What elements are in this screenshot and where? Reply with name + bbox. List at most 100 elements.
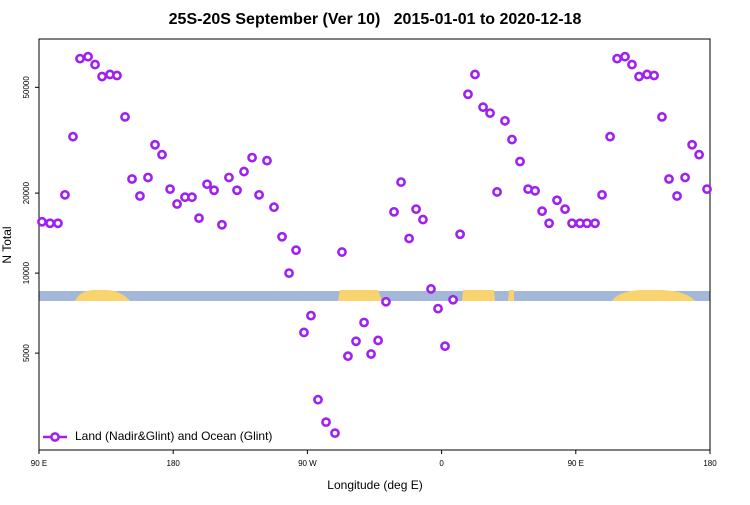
- data-point: [53, 218, 63, 229]
- data-point: [112, 70, 122, 81]
- data-point: [330, 428, 340, 439]
- data-point: [500, 115, 510, 126]
- data-point: [657, 112, 667, 122]
- x-tick-label: 90 E: [31, 459, 47, 468]
- data-point: [702, 184, 712, 195]
- data-point: [582, 218, 592, 229]
- x-tick-label: 90 W: [298, 459, 317, 468]
- data-point: [127, 174, 137, 184]
- data-point: [620, 51, 630, 62]
- data-point: [299, 327, 309, 338]
- data-point: [567, 218, 577, 229]
- data-point: [337, 247, 347, 257]
- y-tick-label: 10000: [22, 261, 31, 284]
- data-point: [75, 53, 85, 64]
- data-point: [232, 185, 242, 196]
- data-point: [187, 192, 197, 203]
- data-point: [418, 214, 428, 225]
- data-point: [37, 216, 47, 227]
- data-point: [485, 108, 495, 118]
- data-point: [351, 336, 361, 347]
- legend-label: Land (Nadir&Glint) and Ocean (Glint): [75, 429, 272, 443]
- data-point: [68, 131, 78, 142]
- x-axis-label: Longitude (deg E): [327, 478, 422, 492]
- data-point: [552, 195, 562, 206]
- data-point: [359, 317, 369, 328]
- data-point: [60, 189, 70, 200]
- data-point: [389, 206, 399, 217]
- chart-title: 25S-20S September (Ver 10) 2015-01-01 to…: [169, 11, 582, 28]
- x-tick-label: 0: [439, 459, 444, 468]
- x-tick-label: 180: [167, 459, 181, 468]
- data-point: [672, 191, 682, 201]
- data-point: [254, 189, 264, 200]
- data-point: [202, 179, 212, 190]
- data-point: [321, 417, 331, 428]
- data-point: [120, 112, 130, 122]
- land-patch: [612, 289, 695, 301]
- data-point: [143, 172, 153, 183]
- data-point: [440, 341, 450, 352]
- data-point: [544, 218, 555, 229]
- legend-marker: [50, 432, 60, 442]
- data-point: [313, 394, 323, 405]
- data-point: [262, 155, 272, 166]
- data-point: [90, 59, 100, 70]
- data-point: [448, 294, 458, 305]
- data-point: [664, 174, 674, 184]
- data-point: [217, 219, 227, 230]
- data-point: [426, 284, 436, 294]
- y-tick-label: 5000: [22, 344, 31, 362]
- y-tick-label: 20000: [22, 181, 31, 204]
- data-point: [597, 189, 607, 200]
- data-point: [411, 204, 422, 215]
- data-point: [649, 70, 659, 81]
- data-point: [605, 131, 615, 142]
- data-point: [470, 69, 480, 80]
- x-tick-label: 180: [703, 459, 717, 468]
- data-point: [680, 172, 690, 183]
- data-point: [515, 156, 525, 167]
- data-point: [269, 202, 279, 213]
- y-tick-label: 50000: [22, 76, 31, 99]
- data-point: [277, 231, 287, 242]
- data-point: [157, 149, 167, 160]
- data-point: [97, 71, 107, 82]
- data-point: [172, 199, 182, 209]
- y-axis-label: N Total: [0, 226, 14, 263]
- data-point: [687, 139, 698, 150]
- data-point: [306, 310, 316, 321]
- plot-frame: [38, 38, 711, 451]
- data-point: [194, 213, 204, 224]
- data-point: [507, 134, 517, 145]
- data-point: [224, 172, 234, 183]
- land-patch: [75, 289, 130, 301]
- data-point: [694, 149, 705, 160]
- land-patch: [508, 290, 514, 301]
- data-point: [284, 268, 294, 279]
- data-point: [492, 187, 502, 197]
- data-point: [396, 177, 406, 187]
- data-point: [343, 351, 353, 362]
- data-point: [165, 184, 175, 195]
- data-point: [590, 218, 600, 229]
- data-point: [209, 185, 219, 196]
- data-point: [433, 303, 443, 314]
- data-point: [537, 206, 548, 217]
- data-point: [247, 152, 257, 163]
- data-point: [45, 218, 55, 229]
- data-point: [291, 245, 301, 256]
- data-point: [373, 335, 383, 346]
- data-point: [366, 349, 376, 359]
- data-point: [627, 59, 637, 70]
- data-point: [381, 296, 391, 307]
- data-point: [634, 71, 644, 82]
- data-point: [404, 233, 414, 244]
- data-point: [530, 185, 540, 196]
- data-point: [455, 229, 465, 240]
- land-strip: [39, 289, 710, 301]
- land-patch: [338, 290, 382, 301]
- data-point: [463, 89, 473, 100]
- land-patch: [462, 290, 495, 301]
